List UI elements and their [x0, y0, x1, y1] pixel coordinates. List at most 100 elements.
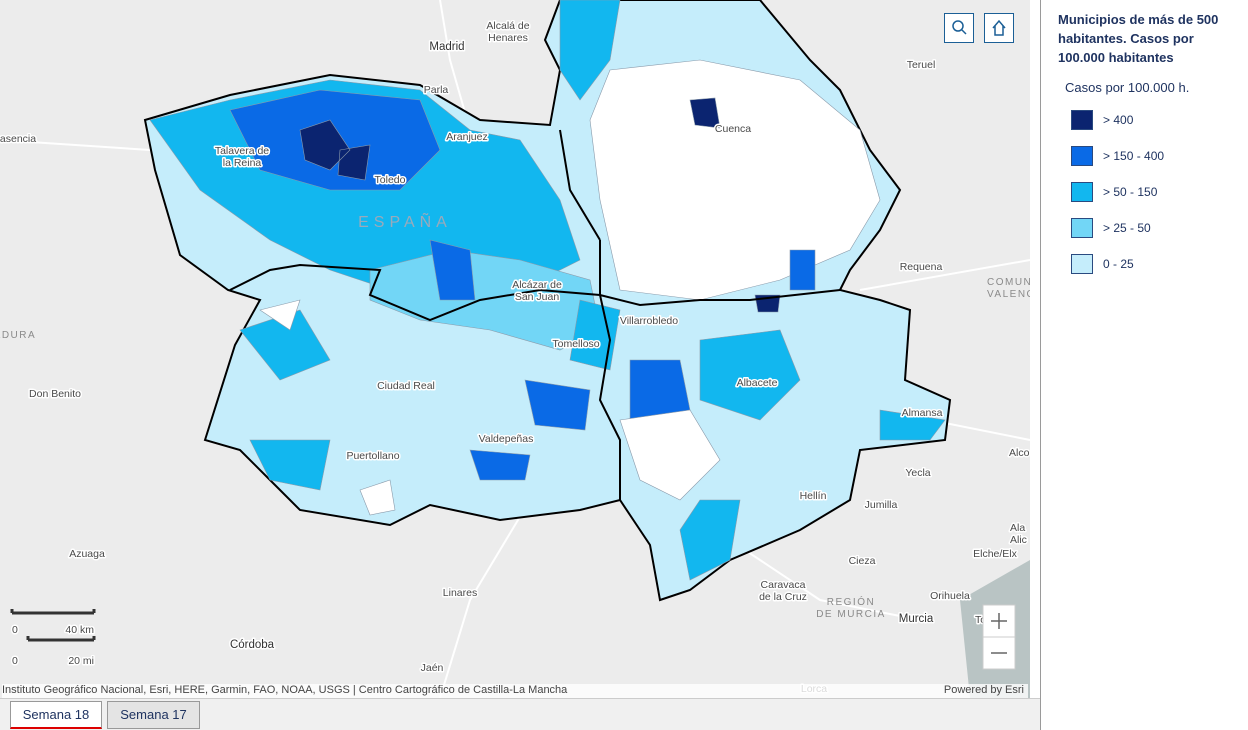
place-label: Linares	[443, 587, 477, 599]
label-line: Linares	[443, 587, 477, 599]
municipalities	[149, 0, 946, 581]
place-label: Don Benito	[29, 388, 81, 400]
place-label: Valdepeñas	[479, 433, 534, 445]
label-line: Alco	[1009, 447, 1030, 459]
place-label: Azuaga	[69, 548, 105, 560]
place-label: Aranjuez	[446, 131, 487, 143]
place-label: Alco	[1009, 447, 1030, 459]
label-line: MADURA	[0, 330, 36, 341]
tab-bar: Semana 18 Semana 17	[0, 698, 1040, 730]
place-label: Caravaca de la Cruz	[759, 579, 807, 603]
label-line: Jumilla	[865, 499, 898, 511]
scale-label: 0	[12, 655, 18, 667]
place-label: Alcázar de San Juan	[512, 279, 562, 303]
legend-panel: Municipios de más de 500 habitantes. Cas…	[1040, 0, 1248, 730]
label-line: Elche/Elx	[973, 548, 1018, 560]
search-button[interactable]	[944, 13, 974, 43]
label-line: Murcia	[899, 613, 934, 625]
label-line: Alcázar de	[512, 279, 562, 291]
scale-label: 0	[12, 624, 18, 636]
label-line: Caravaca	[761, 579, 806, 591]
attribution-bar: Instituto Geográfico Nacional, Esri, HER…	[2, 684, 1028, 698]
place-label: Hellín	[800, 490, 827, 502]
place-label: Alcalá de Henares	[486, 20, 529, 44]
label-line: Almansa	[902, 407, 943, 419]
zoom-controls	[982, 604, 1016, 670]
label-line: Orihuela	[930, 590, 970, 602]
label-line: Parla	[424, 84, 449, 96]
place-label: Cuenca	[715, 123, 751, 135]
legend-swatch	[1071, 110, 1093, 130]
legend-swatch	[1071, 254, 1093, 274]
legend-label: > 25 - 50	[1103, 221, 1151, 235]
powered-by[interactable]: Powered by Esri	[943, 684, 1024, 696]
legend-label: > 400	[1103, 113, 1134, 127]
place-label: Almansa	[902, 407, 943, 419]
place-label: Orihuela	[930, 590, 970, 602]
place-label: Villarrobledo	[620, 315, 678, 327]
tab[interactable]: Semana 18	[10, 701, 102, 729]
label-line: COMUN	[987, 277, 1030, 288]
place-label: Ciudad Real	[377, 380, 435, 392]
label-line: Alic	[1010, 534, 1027, 546]
label-line: Puertollano	[346, 450, 399, 462]
place-label: Madrid	[429, 41, 464, 53]
legend-swatch	[1071, 182, 1093, 202]
place-label: Córdoba	[230, 639, 275, 651]
scale-label: 40 km	[65, 624, 94, 636]
legend-swatch	[1071, 218, 1093, 238]
label-line: Cieza	[849, 555, 876, 567]
label-line: Ciudad Real	[377, 380, 435, 392]
label-line: VALENC	[987, 289, 1030, 300]
place-label: Albacete	[737, 377, 778, 389]
place-label: Requena	[900, 261, 943, 273]
place-label: Jaén	[421, 662, 444, 674]
tab[interactable]: Semana 17	[107, 701, 200, 729]
place-label: Yecla	[905, 467, 930, 479]
label-line: DE MURCIA	[816, 609, 886, 620]
map: Madrid Alcalá de Henares Parla Teruel ase…	[0, 0, 1030, 698]
label-line: Henares	[488, 32, 528, 44]
region-label: REGIÓN DE MURCIA	[816, 595, 886, 620]
label-line: Alcalá de	[486, 20, 529, 32]
label-line: Albacete	[737, 377, 778, 389]
label-line: Villarrobledo	[620, 315, 678, 327]
label-line: Ala	[1010, 522, 1025, 534]
province-borders	[229, 129, 841, 500]
label-line: Aranjuez	[446, 131, 487, 143]
place-label: Ala Alic	[1010, 522, 1027, 546]
label-line: Toledo	[375, 174, 406, 186]
legend-label: > 150 - 400	[1103, 149, 1165, 163]
label-line: Teruel	[907, 59, 936, 71]
label-line: asencia	[0, 133, 36, 145]
label-line: Hellín	[800, 490, 827, 502]
place-label: Elche/Elx	[973, 548, 1018, 560]
label-line: Don Benito	[29, 388, 81, 400]
place-label: Talavera de la Reina	[215, 145, 269, 169]
label-line: Cuenca	[715, 123, 751, 135]
label-line: Yecla	[905, 467, 930, 479]
legend-label: > 50 - 150	[1103, 185, 1158, 199]
home-button[interactable]	[984, 13, 1014, 43]
label-line: ESPAÑA	[358, 211, 452, 231]
label-line: la Reina	[223, 157, 262, 169]
scale-label: 20 mi	[68, 655, 94, 667]
scale-bar: 0 40 km 0 20 mi	[10, 609, 96, 669]
region-label: MADURA	[0, 330, 36, 341]
country-label: ESPAÑA	[358, 211, 452, 231]
label-line: Azuaga	[69, 548, 105, 560]
place-label: Murcia	[899, 613, 934, 625]
place-label: Toledo	[375, 174, 406, 186]
label-line: de la Cruz	[759, 591, 807, 603]
legend-label: 0 - 25	[1103, 257, 1134, 271]
place-label: Teruel	[907, 59, 936, 71]
region-label: COMUNVALENC	[987, 277, 1030, 300]
place-label: Tomelloso	[552, 338, 599, 350]
place-label: asencia	[0, 133, 36, 145]
label-line: Requena	[900, 261, 943, 273]
legend-subtitle: Casos por 100.000 h.	[1065, 80, 1190, 95]
place-label: Puertollano	[346, 450, 399, 462]
place-label: Cieza	[849, 555, 876, 567]
attribution: Instituto Geográfico Nacional, Esri, HER…	[2, 684, 568, 696]
label-line: Valdepeñas	[479, 433, 534, 445]
